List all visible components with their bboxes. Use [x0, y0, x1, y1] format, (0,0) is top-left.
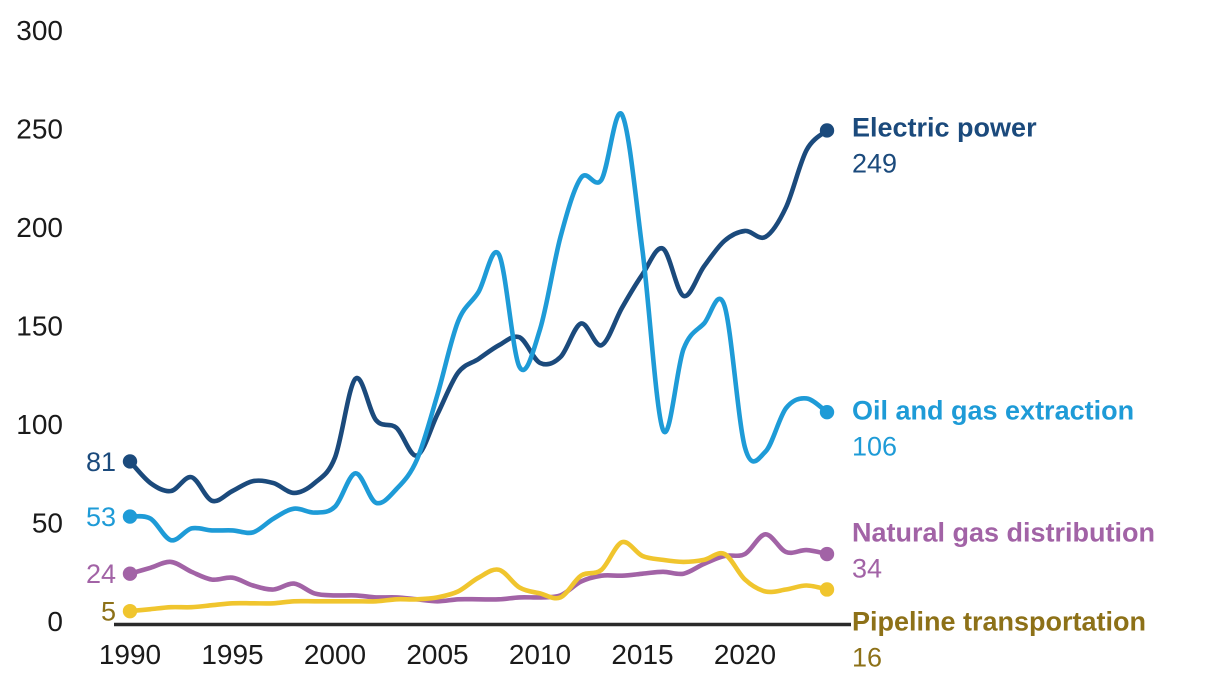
x-axis-tick-label: 2020 [714, 639, 776, 670]
series-start-marker-natural-gas-distribution [122, 566, 138, 581]
x-axis-tick-label: 2000 [304, 639, 366, 670]
series-line-pipeline-transportation [127, 539, 830, 614]
series-name-label-oil-and-gas-extraction: Oil and gas extraction [852, 396, 1134, 426]
series-start-value-label-natural-gas-distribution: 24 [86, 559, 116, 589]
y-axis-tick-label: 150 [16, 310, 63, 341]
series-start-value-label-electric-power: 81 [86, 447, 116, 477]
series-name-label-natural-gas-distribution: Natural gas distribution [852, 517, 1155, 547]
series-line-electric-power [127, 128, 830, 504]
series-start-value-label-pipeline-transportation: 5 [101, 597, 116, 627]
label-layer: 81 Electric power 249 53 Oil and gas extract… [86, 112, 1155, 672]
series-end-value-label-oil-and-gas-extraction: 106 [852, 432, 897, 462]
series-name-label-electric-power: Electric power [852, 112, 1037, 142]
axis-layer: 0 50 100 150 200 250 300 1990 1995 2000 2005 2010 20… [16, 15, 851, 670]
series-start-value-label-oil-and-gas-extraction: 53 [86, 502, 116, 532]
series-start-marker-electric-power [122, 454, 138, 469]
y-axis-tick-label: 200 [16, 212, 63, 243]
y-axis-tick-label: 0 [47, 606, 63, 637]
series-end-marker-electric-power [819, 123, 835, 138]
y-axis-tick-label: 300 [16, 15, 63, 46]
x-axis-tick-label: 1995 [201, 639, 263, 670]
series-end-marker-natural-gas-distribution [819, 546, 835, 562]
x-axis-tick-label: 2015 [611, 639, 673, 670]
x-axis-tick-label: 1990 [99, 639, 161, 670]
series-name-label-pipeline-transportation: Pipeline transportation [852, 606, 1146, 636]
y-axis-tick-label: 100 [16, 409, 63, 440]
series-end-value-label-natural-gas-distribution: 34 [852, 553, 882, 583]
series-end-value-label-electric-power: 249 [852, 148, 897, 178]
x-axis-tick-label: 2005 [406, 639, 468, 670]
series-line-natural-gas-distribution [127, 532, 830, 604]
series-line-oil-and-gas-extraction [127, 111, 830, 543]
series-end-marker-oil-and-gas-extraction [819, 404, 835, 420]
series-end-value-label-pipeline-transportation: 16 [852, 642, 882, 672]
series-end-marker-pipeline-transportation [819, 582, 835, 597]
series-start-marker-oil-and-gas-extraction [122, 509, 138, 524]
line-layer [122, 111, 835, 619]
series-start-marker-pipeline-transportation [122, 603, 138, 619]
y-axis-tick-label: 50 [32, 507, 63, 538]
y-axis-tick-label: 250 [16, 113, 63, 144]
x-axis-tick-label: 2010 [509, 639, 571, 670]
